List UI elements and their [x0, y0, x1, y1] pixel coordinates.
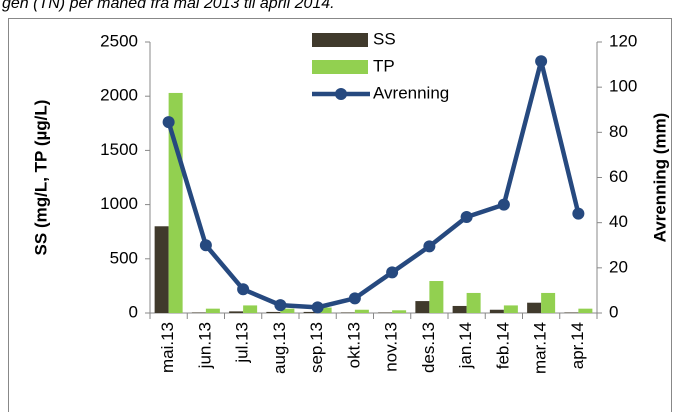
y2-tick-label: 100	[609, 77, 637, 96]
x-tick-label: feb.14	[493, 322, 512, 369]
legend-label: Avrenning	[373, 83, 449, 102]
x-tick-label: jan.14	[456, 322, 475, 369]
bar	[541, 292, 556, 313]
line-marker	[535, 55, 548, 68]
line-marker	[386, 266, 399, 279]
y-tick-label: 2500	[100, 31, 138, 50]
bar	[489, 309, 504, 313]
legend-swatch	[312, 33, 368, 47]
line-marker	[274, 299, 287, 312]
line-marker	[311, 301, 324, 314]
bar	[340, 312, 355, 313]
x-tick-label: okt.13	[344, 322, 363, 368]
bar	[429, 281, 444, 313]
bar	[229, 311, 244, 313]
bar	[503, 305, 518, 313]
bar	[578, 308, 593, 313]
line-marker	[460, 211, 473, 224]
line-marker	[237, 283, 250, 296]
y-tick-label: 2000	[100, 86, 138, 105]
bar	[527, 302, 542, 313]
y-axis-label: SS (mg/L, TP (µg/L)	[31, 100, 50, 256]
line-marker	[423, 240, 436, 253]
y-tick-label: 1000	[100, 194, 138, 213]
x-tick-label: aug.13	[270, 322, 289, 374]
x-tick-label: mai.13	[158, 322, 177, 373]
bar	[415, 301, 430, 313]
chart-frame	[8, 18, 672, 412]
y2-tick-label: 80	[609, 122, 628, 141]
y-tick-label: 500	[110, 248, 138, 267]
bar	[168, 92, 183, 313]
bar	[303, 311, 318, 313]
legend-label: SS	[373, 29, 396, 48]
x-tick-label: sep.13	[307, 322, 326, 373]
y2-tick-label: 60	[609, 167, 628, 186]
line-marker	[199, 239, 212, 252]
y-tick-label: 1500	[100, 140, 138, 159]
y2-tick-label: 120	[609, 31, 637, 50]
bar	[392, 310, 407, 313]
line-marker	[162, 116, 175, 129]
caption: gen (TN) per måned fra mai 2013 til apri…	[2, 0, 335, 12]
x-tick-label: des.13	[419, 322, 438, 373]
y2-tick-label: 40	[609, 212, 628, 231]
y2-tick-label: 0	[609, 302, 618, 321]
bar	[205, 308, 220, 313]
bar	[564, 312, 579, 313]
line-marker	[572, 207, 585, 220]
x-tick-label: apr.14	[568, 322, 587, 369]
bar	[280, 308, 295, 313]
bar	[266, 311, 281, 313]
y2-tick-label: 20	[609, 257, 628, 276]
bar	[317, 307, 332, 313]
x-tick-label: jun.13	[195, 322, 214, 369]
legend-swatch	[312, 60, 368, 74]
legend-label: TP	[373, 56, 395, 75]
line-marker	[348, 292, 361, 305]
line-marker	[497, 198, 510, 211]
legend-marker	[335, 88, 347, 100]
y2-axis-label: Avrenning (mm)	[650, 113, 669, 243]
bar	[466, 292, 481, 313]
bar	[452, 305, 467, 313]
x-tick-label: jul.13	[233, 322, 252, 364]
bar	[378, 312, 393, 313]
bar	[243, 305, 258, 313]
line	[166, 60, 581, 310]
y-tick-label: 0	[129, 302, 138, 321]
x-tick-label: nov.13	[382, 322, 401, 372]
bar	[154, 226, 169, 313]
x-tick-label: mar.14	[531, 322, 550, 374]
bar	[354, 309, 369, 313]
bar	[191, 312, 206, 313]
